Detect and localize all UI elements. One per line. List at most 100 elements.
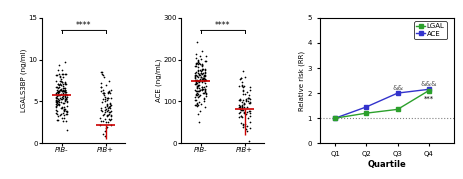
Point	[62, 112, 69, 115]
Point	[98, 85, 105, 88]
Point	[200, 91, 207, 94]
Point	[246, 98, 254, 101]
Point	[193, 104, 200, 107]
Point	[195, 86, 203, 89]
Point	[106, 106, 113, 109]
Point	[196, 89, 204, 92]
Point	[57, 107, 65, 109]
Point	[240, 102, 247, 105]
Point	[202, 54, 210, 57]
Point	[194, 58, 202, 61]
Point	[97, 86, 104, 89]
Point	[52, 74, 60, 77]
Point	[52, 109, 60, 112]
Point	[238, 76, 245, 79]
Point	[197, 72, 204, 74]
Point	[54, 119, 61, 122]
Point	[199, 71, 206, 74]
Point	[200, 98, 208, 101]
Point	[198, 76, 205, 79]
Point	[194, 79, 202, 82]
Point	[192, 82, 200, 85]
Point	[193, 78, 200, 81]
Point	[60, 101, 67, 104]
Point	[53, 104, 60, 107]
Point	[97, 90, 105, 93]
Point	[245, 102, 253, 105]
Y-axis label: LGALS3BP (ng/ml): LGALS3BP (ng/ml)	[21, 49, 27, 112]
Point	[202, 93, 210, 95]
Point	[195, 79, 202, 82]
Point	[193, 84, 200, 87]
Point	[200, 74, 207, 77]
Point	[192, 80, 200, 83]
Point	[103, 127, 110, 129]
Point	[52, 100, 60, 102]
Point	[104, 97, 111, 100]
Point	[54, 100, 61, 103]
Point	[61, 89, 69, 92]
Point	[103, 110, 111, 113]
Point	[242, 113, 250, 115]
Point	[198, 86, 206, 88]
Point	[106, 92, 113, 95]
Point	[198, 49, 206, 52]
Point	[60, 110, 68, 112]
Point	[242, 128, 249, 130]
Point	[237, 98, 244, 101]
Point	[246, 126, 254, 129]
Point	[238, 122, 245, 125]
Point	[104, 97, 112, 100]
Point	[58, 80, 66, 83]
Point	[55, 85, 63, 88]
Point	[63, 112, 70, 115]
Point	[107, 109, 115, 112]
Point	[56, 89, 63, 92]
Point	[55, 68, 62, 71]
Point	[194, 75, 201, 78]
Point	[56, 96, 63, 99]
Point	[53, 105, 60, 107]
Point	[61, 94, 69, 96]
Point	[193, 73, 200, 76]
Point	[56, 94, 63, 97]
Point	[104, 107, 111, 110]
Point	[61, 108, 68, 110]
Point	[198, 67, 206, 70]
Point	[63, 94, 71, 97]
Point	[56, 104, 63, 107]
Point	[195, 103, 202, 106]
Point	[239, 123, 246, 126]
Point	[241, 106, 248, 109]
Point	[199, 64, 206, 67]
Point	[98, 73, 106, 76]
Point	[195, 83, 203, 86]
Point	[101, 117, 109, 120]
Point	[57, 88, 64, 91]
Point	[194, 86, 201, 88]
Point	[200, 77, 207, 79]
Point	[101, 91, 108, 94]
Point	[53, 100, 60, 103]
Point	[104, 120, 112, 123]
Point	[56, 83, 63, 85]
Point	[99, 114, 106, 117]
Legend: LGAL, ACE: LGAL, ACE	[414, 21, 447, 39]
Point	[58, 88, 65, 91]
Point	[246, 101, 254, 104]
Point	[201, 79, 208, 82]
Point	[236, 104, 243, 107]
Point	[239, 99, 246, 102]
Point	[194, 102, 201, 105]
Point	[196, 90, 203, 92]
Point	[63, 83, 70, 85]
Point	[106, 101, 113, 104]
Point	[201, 88, 209, 90]
Point	[100, 74, 107, 77]
Point	[60, 89, 68, 92]
Point	[200, 92, 207, 95]
Point	[192, 62, 200, 64]
Point	[201, 106, 209, 108]
Text: ****: ****	[76, 21, 91, 30]
Point	[201, 74, 209, 77]
